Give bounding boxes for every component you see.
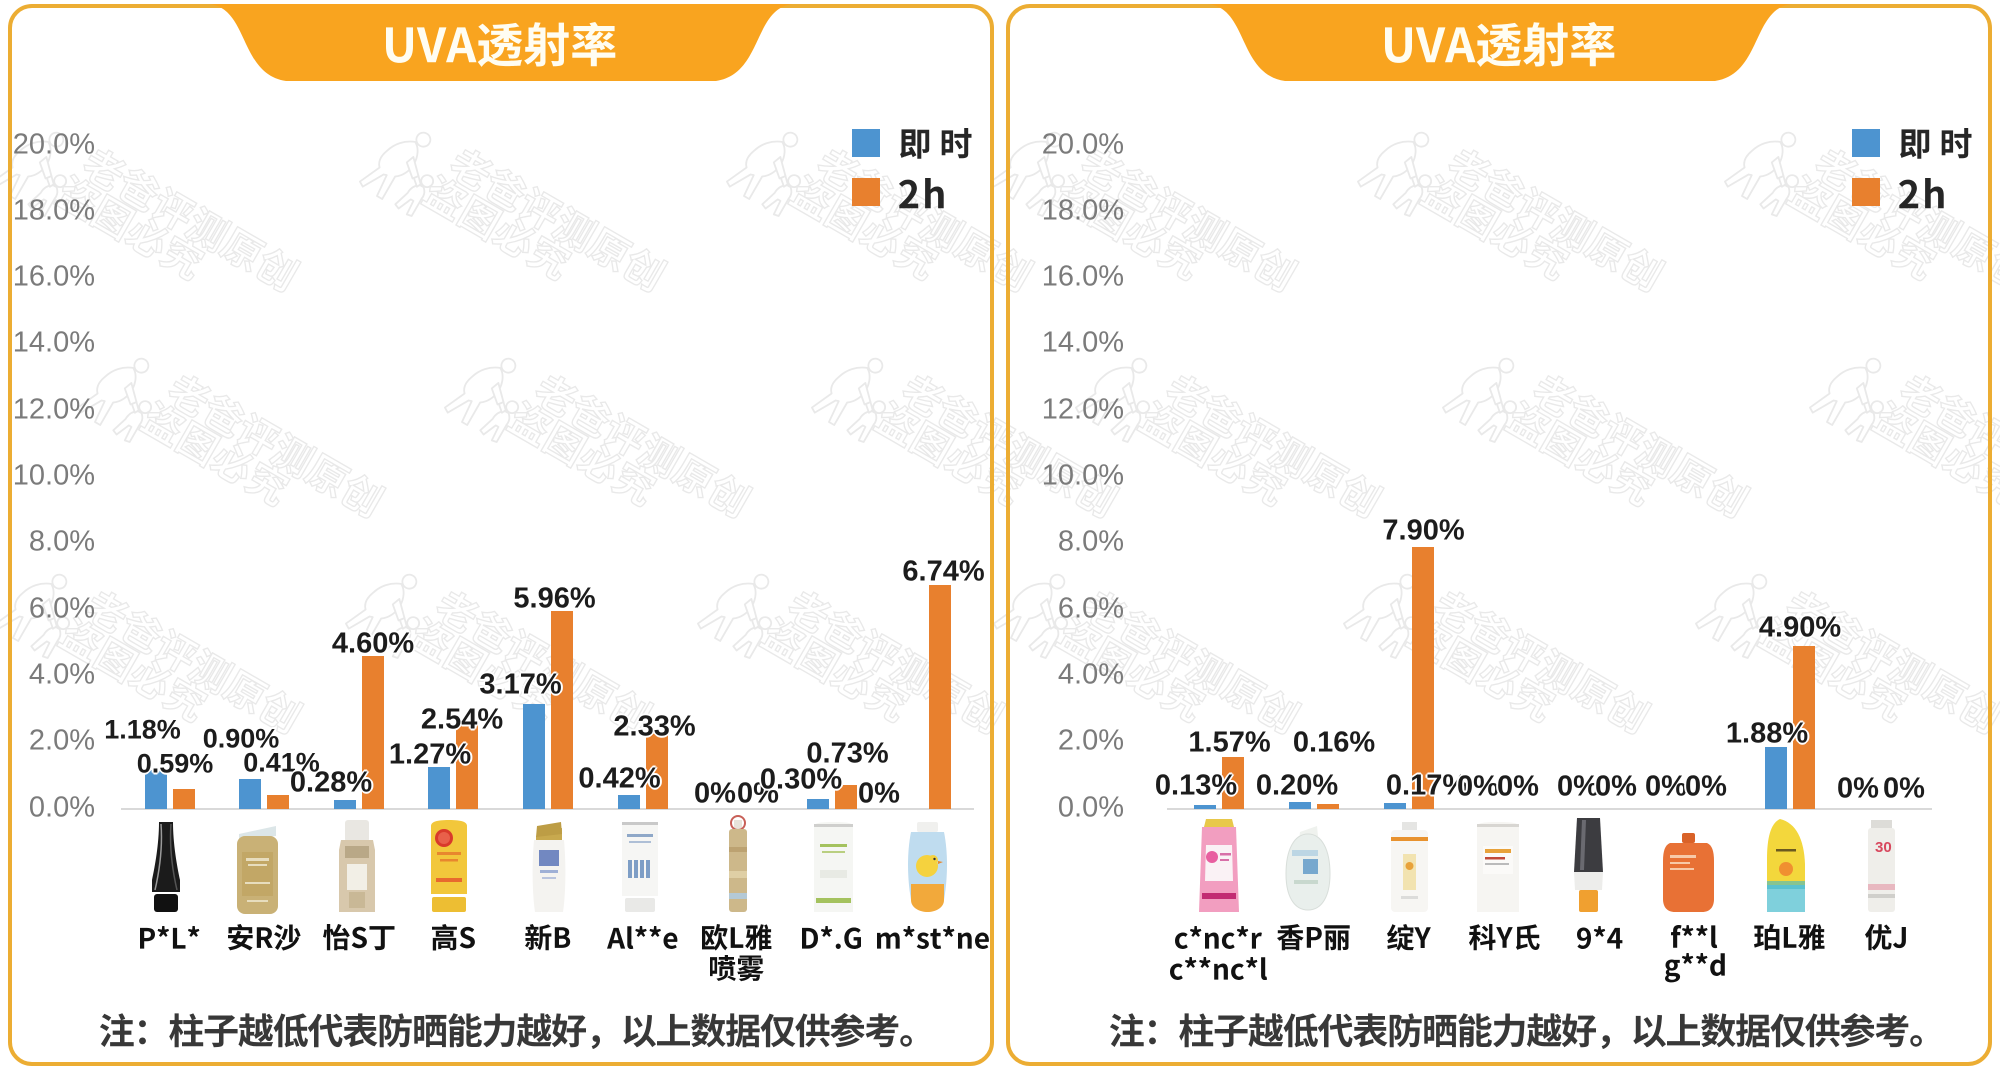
svg-text:30: 30 (1875, 839, 1892, 856)
